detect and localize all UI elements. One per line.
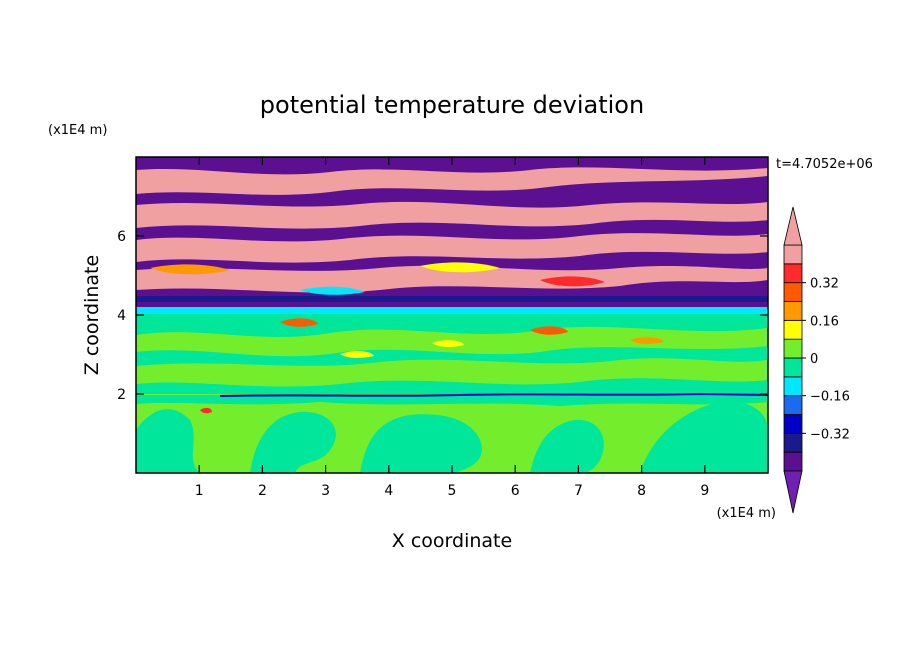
warm-streak [540,276,605,287]
warm-blob [630,337,664,345]
colorbar-tick-label: −0.32 [810,427,850,442]
colorbar-segment [783,357,803,378]
warm-blob [340,351,374,359]
colorbar-segment [783,338,803,359]
colorbar-tick-label: −0.16 [810,390,850,405]
colorbar-tick-label: 0 [810,352,818,367]
warm-blob [280,318,318,327]
lower-plume [360,414,482,473]
y-tick-label: 2 [117,387,126,403]
colorbar-segment [783,244,803,265]
upper-band [136,201,768,229]
time-label: t=4.7052e+06 [776,157,873,172]
colorbar-segment [783,395,803,415]
upper-band [136,233,768,263]
cyan-band [136,306,768,314]
warm-streak [420,262,500,273]
dark-line [219,392,768,397]
upper-band [136,167,768,195]
colorbar-segment [783,451,803,472]
lower-plume [250,411,336,473]
x-tick-label: 4 [384,483,393,499]
x-axis-label: X coordinate [392,530,512,552]
x-unit-label: (x1E4 m) [717,506,776,521]
colorbar-segment [783,376,803,397]
x-tick-label: 6 [511,483,520,499]
y-tick-label: 4 [117,308,126,324]
y-axis-label: Z coordinate [81,255,103,375]
colorbar: 0.32 0.16 0 −0.16 −0.32 [783,206,850,514]
colorbar-segment [783,282,803,302]
y-unit-label: (x1E4 m) [48,123,107,138]
y-tick-label: 6 [117,229,126,245]
y-axis: 2 4 6 [117,229,768,403]
colorbar-tick-label: 0.16 [810,314,839,329]
chart-title: potential temperature deviation [260,91,644,119]
x-tick-label: 3 [321,483,330,499]
warm-streak [300,286,365,295]
x-tick-label: 1 [195,483,204,499]
contour-plot-area [136,157,768,473]
warm-blob [432,340,464,348]
colorbar-under-extension [783,470,803,514]
x-tick-label: 5 [448,483,457,499]
middle-band [136,358,768,387]
colorbar-segment [783,414,803,434]
x-tick-label: 7 [574,483,583,499]
colorbar-segment [783,319,803,340]
colorbar-segment [783,301,803,321]
x-tick-label: 2 [258,483,267,499]
lower-plume [136,395,768,406]
colorbar-segment [783,263,803,284]
warm-blob [530,326,568,335]
colorbar-segment [783,432,803,453]
warm-blob [200,407,212,414]
x-tick-label: 8 [637,483,646,499]
lower-plume [530,419,604,473]
warm-streak [150,264,230,275]
lower-plume [136,409,200,473]
blue-line [136,296,768,302]
lower-plume [640,401,768,473]
colorbar-over-extension [783,206,803,246]
x-axis: 1 2 3 4 5 6 7 8 9 [195,157,709,499]
colorbar-tick-label: 0.32 [810,277,839,292]
upper-band [136,265,768,293]
x-tick-label: 9 [700,483,709,499]
